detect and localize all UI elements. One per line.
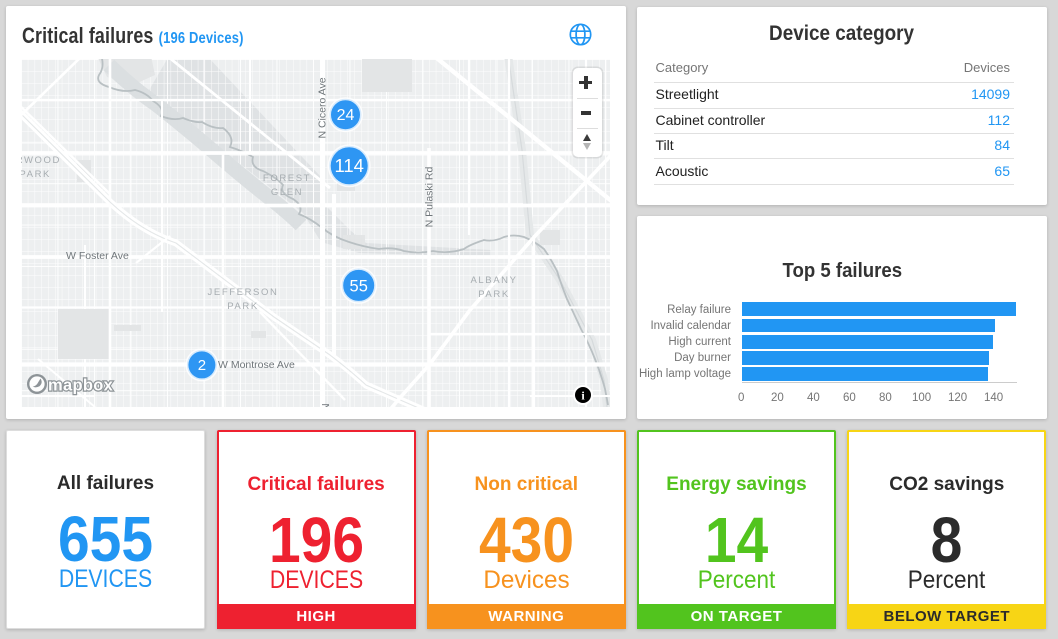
svg-text:114: 114 <box>334 155 364 176</box>
svg-text:GLEN: GLEN <box>271 187 303 198</box>
svg-text:NORWOOD: NORWOOD <box>21 155 61 166</box>
svg-text:N Cicero Ave: N Cicero Ave <box>317 77 329 138</box>
svg-text:24: 24 <box>337 107 355 124</box>
svg-text:55: 55 <box>350 277 368 295</box>
svg-text:FOREST: FOREST <box>263 173 311 184</box>
svg-text:N: N <box>320 403 332 407</box>
svg-text:W Foster Ave: W Foster Ave <box>66 250 129 262</box>
svg-text:PARK: PARK <box>21 169 51 180</box>
svg-text:W Montrose Ave: W Montrose Ave <box>218 359 295 371</box>
svg-text:N Pulaski Rd: N Pulaski Rd <box>424 167 436 228</box>
svg-text:2: 2 <box>198 357 206 374</box>
svg-text:ALBANY: ALBANY <box>470 275 517 286</box>
svg-text:i: i <box>581 389 585 403</box>
svg-text:mapbox: mapbox <box>48 377 114 395</box>
svg-text:PARK: PARK <box>227 301 259 312</box>
svg-text:PARK: PARK <box>478 289 510 300</box>
svg-text:JEFFERSON: JEFFERSON <box>208 287 279 298</box>
